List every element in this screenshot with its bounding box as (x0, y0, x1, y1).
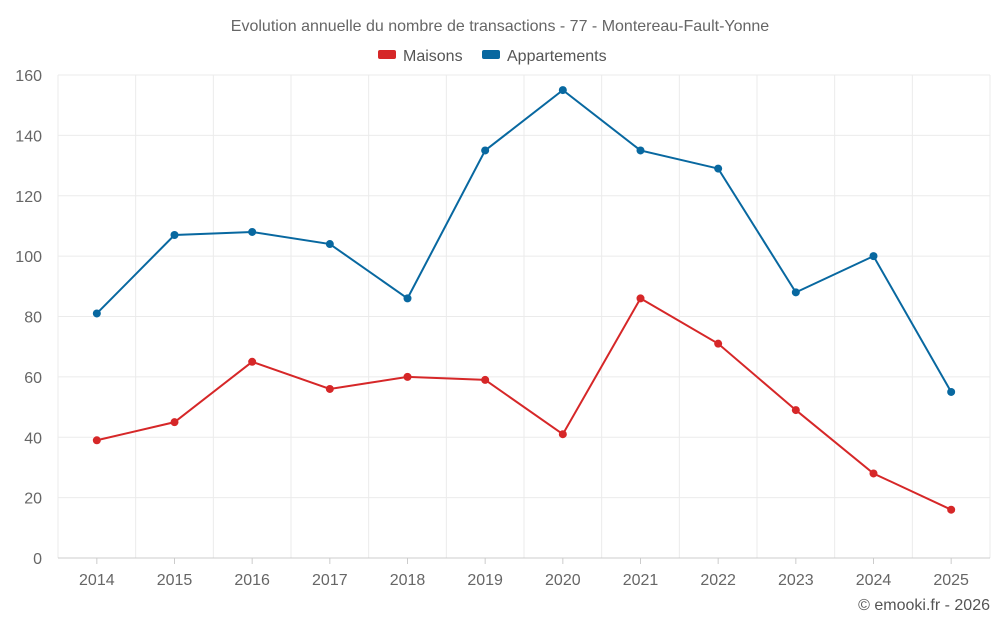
data-point (636, 146, 645, 155)
x-tick-label: 2021 (623, 572, 659, 589)
y-tick-label: 0 (33, 551, 42, 568)
y-tick-label: 160 (15, 68, 42, 85)
chart-title: Evolution annuelle du nombre de transact… (231, 18, 770, 35)
legend-swatch-maisons (378, 50, 396, 59)
series-maisons (92, 294, 956, 514)
legend-label-maisons: Maisons (403, 48, 463, 65)
y-tick-label: 40 (24, 430, 42, 447)
y-tick-label: 140 (15, 128, 42, 145)
data-point (558, 430, 567, 439)
y-tick-label: 120 (15, 189, 42, 206)
data-point (869, 469, 878, 478)
series-appartements (92, 86, 956, 396)
x-tick-label: 2020 (545, 572, 581, 589)
legend-label-appartements: Appartements (507, 48, 607, 65)
data-point (869, 252, 878, 261)
legend-swatch-appartements (482, 50, 500, 59)
x-tick-label: 2019 (467, 572, 503, 589)
series-line (96, 88, 953, 393)
data-point (403, 294, 412, 303)
x-tick-label: 2018 (390, 572, 426, 589)
x-tick-label: 2025 (933, 572, 969, 589)
x-tick-label: 2014 (79, 572, 115, 589)
data-point (558, 86, 567, 95)
data-point (481, 375, 490, 384)
data-point (92, 436, 101, 445)
data-point (791, 406, 800, 415)
data-point (325, 240, 334, 249)
data-point (170, 230, 179, 239)
x-tick-label: 2017 (312, 572, 348, 589)
y-tick-label: 100 (15, 249, 42, 266)
data-point (481, 146, 490, 155)
data-point (170, 418, 179, 427)
axes: 0 20 40 60 80 100 120 140 160 2014 2015 2016 2017 201… (15, 68, 990, 589)
credit-text: © emooki.fr - 2026 (858, 597, 990, 614)
y-tick-label: 80 (24, 310, 42, 327)
data-point (947, 387, 956, 396)
data-point (325, 384, 334, 393)
x-tick-label: 2024 (856, 572, 892, 589)
data-point (714, 164, 723, 173)
data-point (791, 288, 800, 297)
series-layer (92, 86, 956, 514)
data-point (947, 505, 956, 514)
data-point (92, 309, 101, 318)
data-point (636, 294, 645, 303)
series-line (96, 297, 952, 511)
x-tick-label: 2023 (778, 572, 814, 589)
legend: Maisons Appartements (378, 48, 607, 65)
y-tick-label: 60 (24, 370, 42, 387)
y-tick-label: 20 (24, 491, 42, 508)
x-tick-label: 2022 (700, 572, 736, 589)
data-point (403, 372, 412, 381)
data-point (248, 227, 257, 236)
grid (57, 74, 991, 558)
x-tick-label: 2015 (157, 572, 193, 589)
data-point (714, 339, 723, 348)
x-tick-label: 2016 (234, 572, 270, 589)
data-point (248, 357, 257, 366)
